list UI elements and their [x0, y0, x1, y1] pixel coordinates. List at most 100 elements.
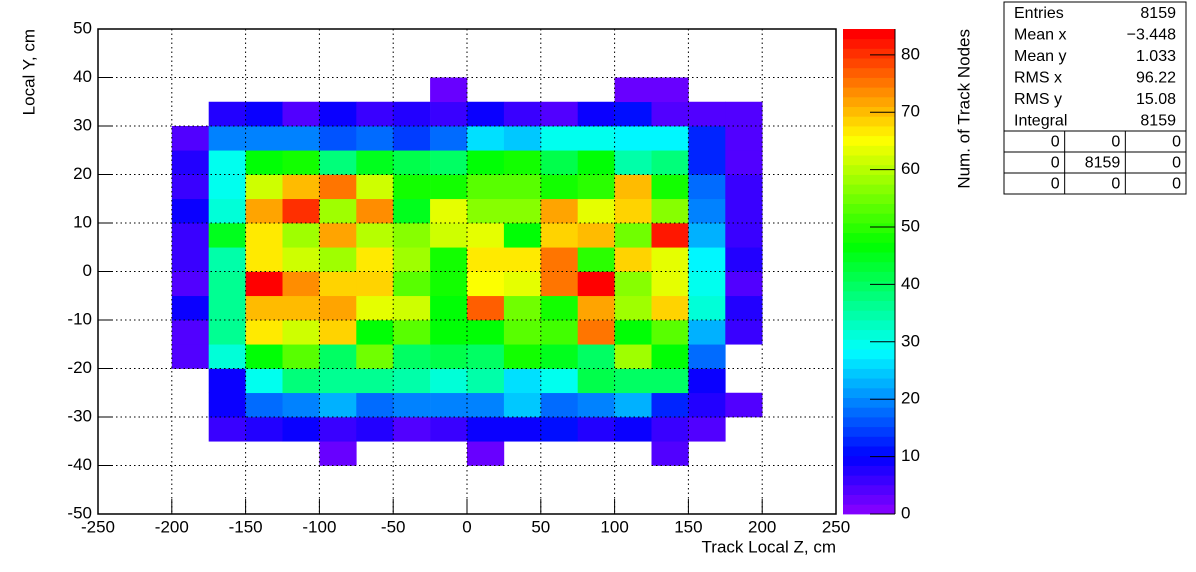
- x-tick-label: -250: [81, 517, 115, 536]
- colorbar-step: [843, 126, 895, 137]
- heatmap-cell: [688, 344, 726, 369]
- heatmap-cell: [282, 223, 320, 248]
- heatmap-cell: [614, 392, 652, 418]
- stats-cell: 0: [1051, 134, 1060, 151]
- stats-cell: 0: [1172, 134, 1181, 151]
- heatmap-cell: [503, 392, 542, 418]
- heatmap-cell: [725, 126, 763, 151]
- heatmap-cell: [319, 271, 357, 297]
- colorbar-tick-label: 0: [901, 503, 910, 522]
- stats-value: −3.448: [1127, 26, 1176, 43]
- heatmap-cell: [651, 198, 689, 224]
- heatmap-cell: [540, 344, 578, 369]
- colorbar-tick-label: 30: [901, 331, 920, 350]
- x-tick-label: 200: [748, 517, 776, 536]
- heatmap-cell: [282, 392, 320, 418]
- heatmap-cell: [393, 150, 431, 175]
- heatmap-cell: [282, 126, 320, 151]
- y-tick-label: -30: [67, 406, 92, 425]
- heatmap-cell: [651, 271, 689, 297]
- heatmap-cell: [282, 295, 320, 321]
- heatmap-cell: [651, 295, 689, 321]
- heatmap-cell: [208, 271, 246, 297]
- heatmap-cell: [208, 368, 246, 394]
- stats-frame: [1003, 1, 1187, 195]
- heatmap-cell: [171, 247, 209, 272]
- x-tick-label: 0: [462, 517, 471, 536]
- colorbar-step: [843, 446, 895, 457]
- heatmap-cell: [503, 174, 542, 200]
- heatmap-cell: [540, 101, 578, 127]
- colorbar-step: [843, 329, 895, 340]
- heatmap-cell: [614, 320, 652, 345]
- heatmap-cell: [208, 417, 246, 442]
- heatmap-cell: [688, 271, 726, 297]
- colorbar-step: [843, 436, 895, 447]
- stats-label: Integral: [1014, 112, 1067, 129]
- heatmap-cell: [614, 223, 652, 248]
- heatmap-cell: [171, 344, 209, 369]
- heatmap-cell: [208, 150, 246, 175]
- heatmap-cell: [725, 101, 763, 127]
- colorbar-step: [843, 261, 895, 272]
- heatmap-cell: [319, 320, 357, 345]
- heatmap-cell: [540, 417, 578, 442]
- heatmap-cell: [430, 368, 468, 394]
- heatmap-cell: [725, 198, 763, 224]
- heatmap-cell: [430, 247, 468, 272]
- colorbar-step: [843, 300, 895, 311]
- colorbar-step: [843, 310, 895, 321]
- heatmap-cell: [540, 392, 578, 418]
- heatmap-cell: [393, 247, 431, 272]
- heatmap-cell: [393, 295, 431, 321]
- heatmap-cell: [688, 247, 726, 272]
- heatmap-cell: [651, 223, 689, 248]
- heatmap-cell: [430, 320, 468, 345]
- colorbar-step: [843, 242, 895, 253]
- heatmap-cell: [577, 417, 615, 442]
- heatmap-cell: [503, 101, 542, 127]
- stats-value: 8159: [1140, 5, 1176, 22]
- y-tick-label: 30: [73, 115, 92, 134]
- heatmap-cell: [651, 150, 689, 175]
- heatmap-cell: [282, 417, 320, 442]
- heatmap-cell: [171, 126, 209, 151]
- heatmap-cell: [503, 126, 542, 151]
- heatmap-cell: [245, 295, 283, 321]
- heatmap-cell: [577, 247, 615, 272]
- heatmap-cell: [540, 271, 578, 297]
- heatmap-cell: [245, 223, 283, 248]
- colorbar-step: [843, 339, 895, 350]
- heatmap-cell: [245, 174, 283, 200]
- y-tick-label: -50: [67, 503, 92, 522]
- stats-cell: 0: [1051, 155, 1060, 172]
- heatmap-cell: [356, 417, 394, 442]
- colorbar-step: [843, 223, 895, 234]
- stats-label: Entries: [1014, 5, 1064, 22]
- colorbar-step: [843, 378, 895, 389]
- heatmap-cell: [577, 223, 615, 248]
- heatmap-cell: [614, 174, 652, 200]
- colorbar-step: [843, 29, 895, 40]
- heatmap-cell: [393, 368, 431, 394]
- heatmap-cell: [430, 271, 468, 297]
- heatmap-cell: [614, 417, 652, 442]
- heatmap-cell: [503, 368, 542, 394]
- colorbar-step: [843, 426, 895, 437]
- heatmap-cell: [467, 150, 505, 175]
- heatmap-cell: [319, 392, 357, 418]
- stats-cell: 0: [1172, 176, 1181, 193]
- heatmap-cell: [430, 101, 468, 127]
- heatmap-cell: [319, 344, 357, 369]
- heatmap-cell: [614, 101, 652, 127]
- heatmap-cell: [725, 174, 763, 200]
- heatmap-cell: [725, 247, 763, 272]
- x-tick-label: 250: [822, 517, 850, 536]
- heatmap-cell: [614, 198, 652, 224]
- y-tick-label: 50: [73, 18, 92, 37]
- heatmap-cell: [577, 126, 615, 151]
- heatmap-cell: [503, 150, 542, 175]
- x-tick-label: 50: [531, 517, 550, 536]
- colorbar-step: [843, 494, 895, 505]
- stats-label: Mean y: [1014, 48, 1066, 65]
